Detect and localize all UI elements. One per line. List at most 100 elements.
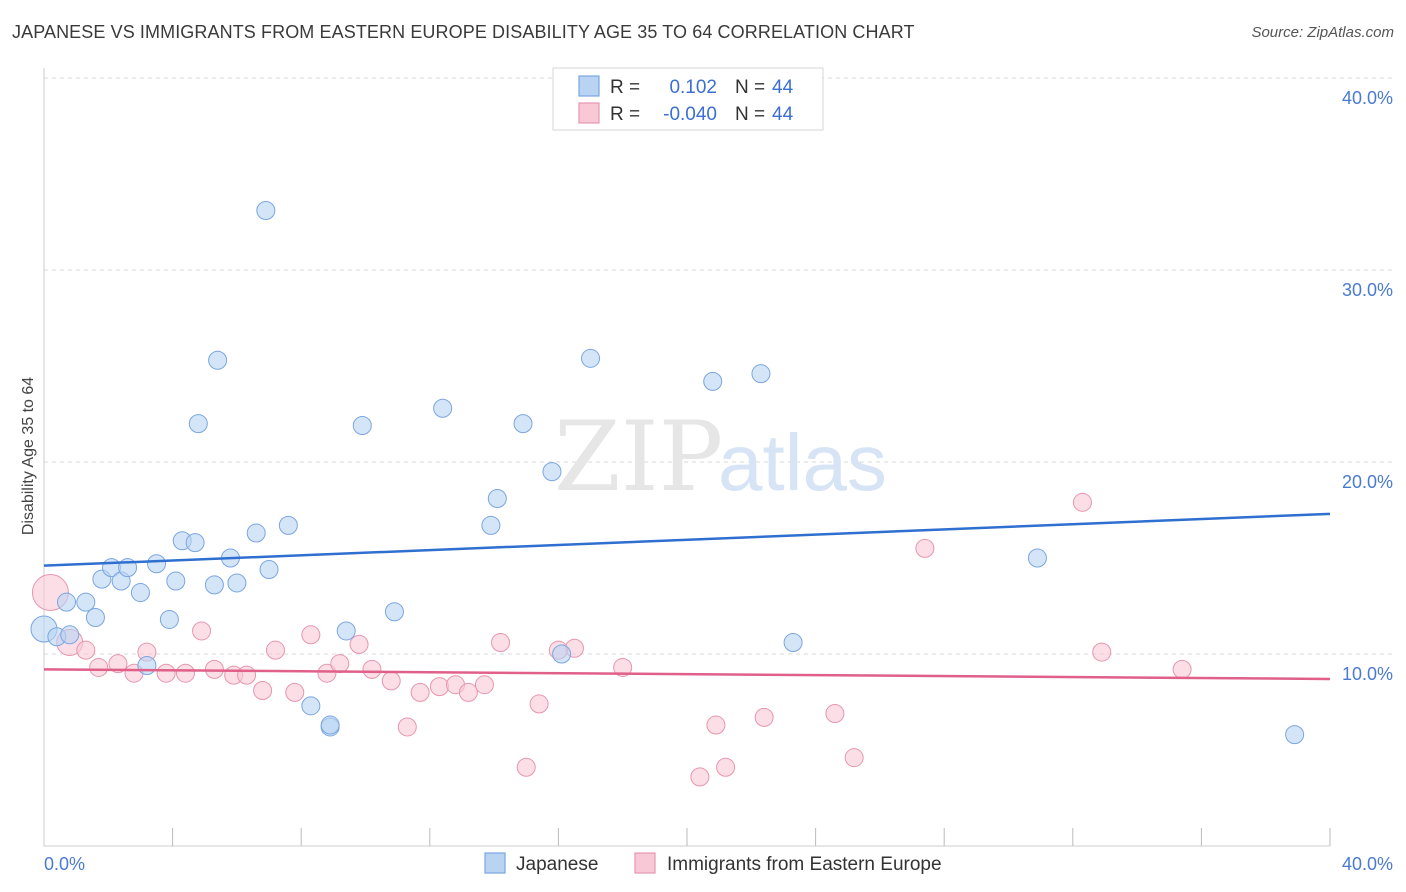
data-point [301, 696, 321, 716]
data-point [690, 767, 710, 787]
legend-r-value-0: 0.102 [669, 77, 717, 98]
data-point [513, 414, 533, 434]
data-point [433, 398, 453, 418]
data-point [130, 583, 150, 603]
data-point [487, 488, 507, 508]
data-point [265, 640, 285, 660]
data-point [317, 663, 337, 683]
data-point [156, 663, 176, 683]
data-point [89, 657, 109, 677]
data-point [516, 757, 536, 777]
data-point [613, 657, 633, 677]
data-point [381, 671, 401, 691]
data-point [253, 680, 273, 700]
watermark-zip: ZIP [554, 401, 723, 513]
data-point [246, 523, 266, 543]
series-eastern-europe-points [31, 492, 1192, 787]
data-point [581, 348, 601, 368]
data-point [137, 656, 157, 676]
data-point [208, 350, 228, 370]
data-point [1092, 642, 1112, 662]
data-point [716, 757, 736, 777]
y-tick-labels: 10.0% 20.0% 30.0% 40.0% [1342, 88, 1393, 684]
data-point [349, 634, 369, 654]
data-point [844, 748, 864, 768]
gridlines [44, 77, 1393, 655]
data-point [256, 200, 276, 220]
chart-title: JAPANESE VS IMMIGRANTS FROM EASTERN EURO… [12, 22, 915, 42]
trendline-blue [43, 512, 1331, 567]
legend-r-label-1: R = [610, 104, 640, 125]
data-point [706, 715, 726, 735]
y-tick-label: 20.0% [1342, 472, 1393, 492]
data-point [703, 371, 723, 391]
data-point [1072, 492, 1092, 512]
bottom-legend-label-japanese: Japanese [516, 854, 598, 875]
legend-swatch-blue [578, 75, 600, 97]
data-point [429, 677, 449, 697]
data-point [481, 515, 501, 535]
data-point [397, 717, 417, 737]
source-label: Source: ZipAtlas.com [1251, 24, 1394, 41]
data-point [410, 682, 430, 702]
legend-box: R = 0.102 N = 44 R = -0.040 N = 44 [552, 67, 824, 131]
data-point [76, 592, 96, 612]
data-point [278, 515, 298, 535]
data-point [147, 554, 167, 574]
bottom-legend: Japanese Immigrants from Eastern Europe [484, 852, 942, 875]
trendlines [43, 512, 1331, 681]
data-point [237, 665, 257, 685]
data-point [301, 625, 321, 645]
data-point [783, 632, 803, 652]
series-japanese-points [30, 200, 1305, 745]
data-point [204, 575, 224, 595]
data-point [285, 682, 305, 702]
bottom-legend-label-eastern-europe: Immigrants from Eastern Europe [667, 854, 942, 875]
data-point [1027, 548, 1047, 568]
data-point [159, 609, 179, 629]
data-point [754, 707, 774, 727]
data-point [1172, 659, 1192, 679]
bottom-legend-swatch-blue [484, 852, 506, 874]
legend-r-value-1: -0.040 [663, 104, 717, 125]
y-axis-title: Disability Age 35 to 64 [20, 377, 37, 535]
legend-n-label-0: N = [735, 77, 765, 98]
trendline-pink [43, 668, 1331, 681]
bottom-legend-swatch-pink [634, 852, 656, 874]
data-point [175, 663, 195, 683]
x-tick-marks [172, 828, 1331, 846]
data-point [1285, 725, 1305, 745]
data-point [185, 533, 205, 553]
data-point [529, 694, 549, 714]
data-point [330, 654, 350, 674]
data-point [825, 704, 845, 724]
watermark: ZIP atlas [554, 401, 887, 513]
legend-n-value-1: 44 [772, 104, 794, 125]
legend-n-value-0: 44 [772, 77, 794, 98]
data-point [542, 462, 562, 482]
data-point [458, 682, 478, 702]
data-point [108, 654, 128, 674]
data-point [384, 602, 404, 622]
data-point [491, 632, 511, 652]
data-point [57, 592, 77, 612]
data-point [336, 621, 356, 641]
legend-r-label-0: R = [610, 77, 640, 98]
data-point [192, 621, 212, 641]
data-point [362, 659, 382, 679]
data-point [751, 364, 771, 384]
data-point [85, 608, 105, 628]
x-tick-label-min: 0.0% [44, 854, 85, 874]
data-point [76, 640, 96, 660]
data-point [188, 414, 208, 434]
y-tick-label: 30.0% [1342, 280, 1393, 300]
legend-n-label-1: N = [735, 104, 765, 125]
data-point [915, 538, 935, 558]
legend-swatch-pink [578, 102, 600, 124]
data-point [320, 715, 340, 735]
data-point [166, 571, 186, 591]
data-point [552, 644, 572, 664]
data-point [352, 416, 372, 436]
data-point [259, 560, 279, 580]
